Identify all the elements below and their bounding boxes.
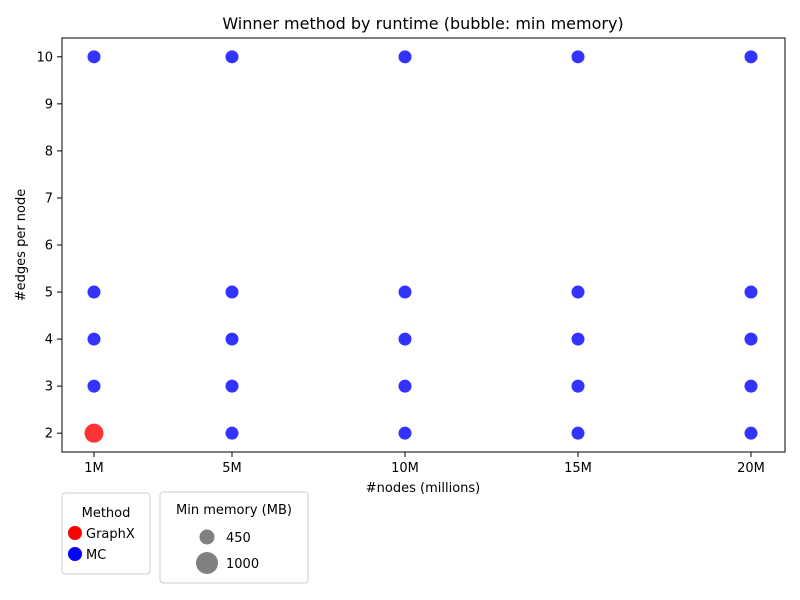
y-tick-label: 10 [36, 50, 53, 65]
legend-size-small [199, 529, 215, 545]
y-tick-label: 2 [45, 427, 53, 442]
chart-title: Winner method by runtime (bubble: min me… [222, 14, 623, 33]
y-tick-label: 9 [45, 97, 53, 112]
data-point-mc [571, 379, 585, 393]
data-point-mc [744, 50, 758, 64]
y-axis: 2 3 4 5 6 7 8 9 10 [36, 50, 62, 442]
method-legend: Method GraphX MC [61, 492, 151, 575]
x-tick-label: 20M [737, 461, 765, 476]
x-tick-label: 15M [564, 461, 592, 476]
data-point-mc [87, 50, 101, 64]
data-point-mc [398, 379, 412, 393]
memory-legend: Min memory (MB) 450 1000 [159, 491, 309, 584]
data-point-mc [744, 332, 758, 346]
data-point-mc [87, 285, 101, 299]
method-legend-box [61, 492, 151, 575]
data-point-mc [744, 426, 758, 440]
data-point-mc [744, 379, 758, 393]
data-point-mc [571, 332, 585, 346]
y-tick-label: 3 [45, 380, 53, 395]
data-point-mc [398, 50, 412, 64]
y-axis-label: #edges per node [14, 189, 29, 301]
x-tick-label: 5M [222, 461, 242, 476]
data-point-mc [225, 426, 239, 440]
y-tick-label: 4 [45, 333, 53, 348]
data-point-mc [744, 285, 758, 299]
data-point-graphx [84, 423, 104, 443]
x-tick-label: 10M [391, 461, 419, 476]
legend-label-mc: MC [86, 548, 106, 563]
data-point-mc [225, 50, 239, 64]
data-point-mc [87, 332, 101, 346]
y-tick-label: 8 [45, 144, 53, 159]
x-axis-label: #nodes (millions) [366, 481, 480, 496]
plot-area [61, 37, 786, 453]
data-point-mc [87, 379, 101, 393]
data-point-mc [398, 332, 412, 346]
legend-marker-mc [68, 547, 82, 561]
legend-size-large [196, 552, 218, 574]
plot-frame [61, 37, 786, 453]
data-point-mc [225, 285, 239, 299]
legend-label-450: 450 [226, 531, 251, 546]
y-tick-label: 6 [45, 239, 53, 254]
legend-label-graphx: GraphX [86, 527, 135, 542]
data-point-mc [225, 332, 239, 346]
legend-marker-graphx [68, 526, 82, 540]
memory-legend-title: Min memory (MB) [176, 503, 292, 518]
data-point-mc [571, 50, 585, 64]
data-point-mc [571, 285, 585, 299]
legend-label-1000: 1000 [226, 557, 259, 572]
data-point-mc [571, 426, 585, 440]
data-point-mc [225, 379, 239, 393]
data-point-mc [398, 285, 412, 299]
x-axis: 1M 5M 10M 15M 20M [84, 452, 765, 476]
data-point-mc [398, 426, 412, 440]
x-tick-label: 1M [84, 461, 104, 476]
y-tick-label: 7 [45, 191, 53, 206]
data-points [84, 50, 758, 443]
method-legend-title: Method [82, 506, 131, 521]
y-tick-label: 5 [45, 286, 53, 301]
